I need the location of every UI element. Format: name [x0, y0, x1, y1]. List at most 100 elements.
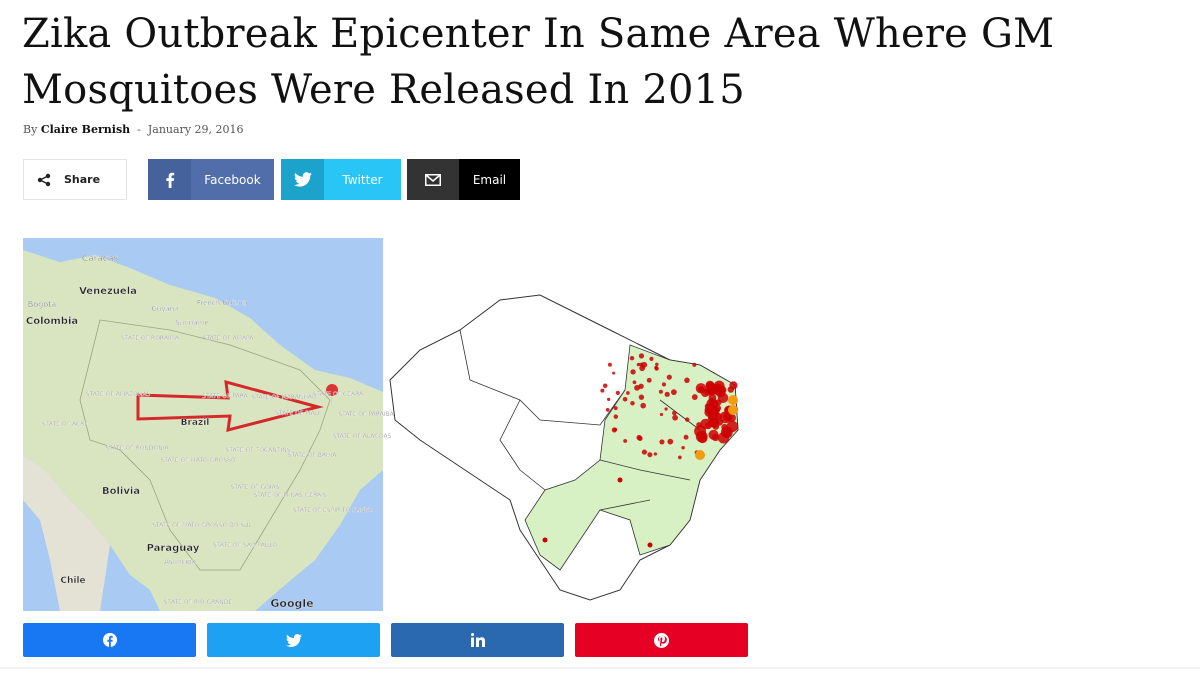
- case-dot: [672, 410, 677, 416]
- case-dot: [708, 429, 719, 440]
- case-dot: [629, 355, 635, 361]
- case-dot: [696, 422, 702, 428]
- case-dot: [638, 383, 644, 389]
- facebook-button[interactable]: Facebook: [148, 159, 274, 200]
- article-title: Zika Outbreak Epicenter In Same Area Whe…: [22, 11, 1055, 113]
- byline-prefix: By: [23, 123, 38, 136]
- google-map: Caracas Venezuela Bogota Colombia Guyana Fren…: [23, 238, 395, 611]
- facebook-icon: [102, 633, 117, 647]
- case-dot: [647, 452, 653, 458]
- case-dot: [647, 542, 653, 548]
- case-dot: [730, 405, 739, 414]
- map-label: Asunción: [164, 558, 196, 566]
- facebook-label: Facebook: [204, 172, 261, 187]
- case-dot: [715, 399, 722, 406]
- map-label: STATE OF PARA: [202, 393, 248, 400]
- case-dot: [700, 418, 711, 429]
- case-dot: [636, 434, 642, 441]
- map-label: Suriname: [175, 319, 209, 327]
- case-dot: [654, 366, 659, 371]
- twitter-label: Twitter: [342, 172, 383, 187]
- case-dot: [638, 394, 645, 400]
- case-dot: [617, 477, 623, 483]
- case-dot: [704, 387, 713, 396]
- case-dot: [707, 408, 719, 421]
- map-label: STATE OF TOCANTINS: [226, 447, 291, 454]
- twitter-button[interactable]: Twitter: [281, 159, 401, 200]
- case-dot: [722, 428, 729, 435]
- case-dot: [637, 435, 643, 441]
- zika-map: [389, 294, 739, 601]
- map-label: STATE OF BAHIA: [288, 452, 338, 459]
- case-dot: [664, 407, 668, 411]
- case-dot: [724, 405, 734, 415]
- pinterest-share[interactable]: [575, 623, 748, 657]
- case-dot: [708, 399, 716, 407]
- date: January 29, 2016: [147, 123, 244, 136]
- case-dot: [725, 405, 734, 415]
- case-dot: [630, 400, 635, 406]
- map-label: STATE OF RORAIMA: [121, 335, 180, 342]
- case-dot: [606, 397, 611, 402]
- case-dot: [717, 392, 729, 404]
- share-label: Share: [23, 159, 127, 200]
- map-label: STATE OF MATO GROSSO DO SUL: [152, 522, 252, 529]
- case-dot: [704, 403, 711, 410]
- case-dot: [726, 406, 734, 413]
- case-dot: [641, 449, 647, 455]
- case-dot: [612, 371, 616, 375]
- case-dot: [659, 412, 664, 417]
- case-dot: [683, 434, 689, 440]
- case-dot: [723, 411, 733, 422]
- case-dot: [698, 386, 705, 393]
- case-dot: [542, 537, 548, 543]
- case-dot: [704, 407, 714, 417]
- map-label: STATE OF PIAUI: [275, 410, 321, 417]
- case-dot: [666, 374, 672, 380]
- case-dot: [659, 439, 665, 445]
- case-dot: [667, 438, 674, 445]
- case-dot: [717, 385, 727, 395]
- case-dot: [704, 406, 712, 414]
- case-dot: [613, 406, 618, 411]
- case-dot: [727, 407, 735, 415]
- case-dot: [715, 418, 724, 426]
- case-dot: [613, 414, 619, 419]
- case-dot: [691, 394, 698, 400]
- map-label: French Guiana: [197, 299, 247, 307]
- case-dot: [646, 377, 652, 383]
- case-dot: [714, 407, 721, 414]
- case-dot: [726, 420, 739, 433]
- map-label: STATE OF RONDONIA: [105, 445, 169, 452]
- map-label: Venezuela: [79, 286, 137, 297]
- author[interactable]: Claire Bernish: [40, 123, 131, 136]
- map-label: Paraguay: [147, 543, 200, 554]
- facebook-share[interactable]: [23, 623, 196, 657]
- case-dot: [695, 430, 708, 443]
- case-dot: [723, 430, 732, 439]
- case-dot: [615, 390, 620, 395]
- twitter-share[interactable]: [207, 623, 380, 657]
- case-dot: [630, 369, 636, 375]
- linkedin-icon: [470, 633, 485, 647]
- case-dot: [705, 381, 716, 392]
- map-label: Colombia: [26, 316, 78, 327]
- case-dot: [711, 433, 720, 442]
- case-dot: [622, 396, 628, 402]
- map-label: Bogota: [28, 300, 56, 309]
- case-dot: [704, 422, 712, 430]
- email-button[interactable]: Email: [407, 159, 520, 200]
- map-label: STATE OF GOIAS: [230, 484, 279, 491]
- case-dot: [708, 393, 717, 402]
- case-dot: [653, 452, 657, 456]
- linkedin-share[interactable]: [391, 623, 564, 657]
- case-dot: [695, 450, 705, 460]
- case-dot: [640, 402, 646, 409]
- case-dot: [664, 391, 670, 397]
- case-dot: [728, 405, 738, 415]
- share-text: Share: [64, 173, 101, 186]
- case-dot: [708, 417, 719, 428]
- case-dot: [720, 426, 733, 439]
- map-label: STATE OF CEARA: [313, 391, 364, 398]
